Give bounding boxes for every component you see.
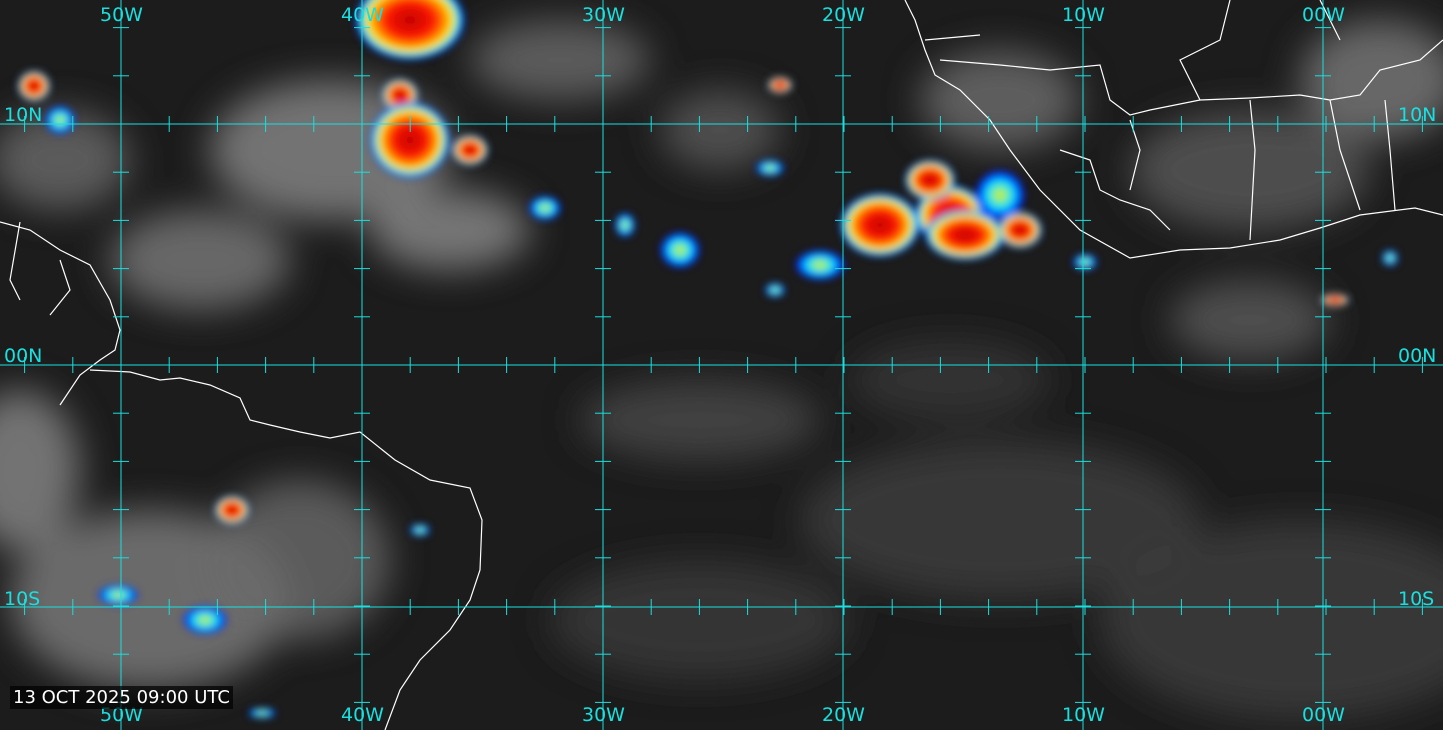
cloud-mass	[800, 440, 1200, 600]
convective-cell	[795, 250, 845, 280]
cloud-mass	[0, 390, 80, 550]
lat-label-00n: 00N	[4, 345, 43, 367]
convective-cell	[98, 585, 138, 605]
convective-cell	[998, 212, 1042, 248]
convective-cell	[452, 135, 488, 165]
cloud-mass	[660, 90, 780, 170]
convective-cell	[756, 160, 784, 176]
convective-cell	[248, 708, 276, 718]
lon-label-30w-bottom: 30W	[582, 704, 625, 726]
lon-label-00w: 00W	[1302, 4, 1345, 26]
lat-label-10s: 10S	[4, 588, 41, 610]
lon-label-40w: 40W	[341, 4, 384, 26]
convective-cell	[18, 71, 50, 101]
lat-label-00n-right: 00N	[1398, 345, 1437, 367]
lat-label-10s-right: 10S	[1398, 588, 1435, 610]
convective-cell	[45, 106, 75, 134]
lon-label-20w-bottom: 20W	[822, 704, 865, 726]
lon-label-00w-bottom: 00W	[1302, 704, 1345, 726]
convective-cell	[1073, 254, 1097, 270]
convective-cell	[768, 77, 792, 93]
cloud-mass	[470, 20, 650, 100]
lat-label-10n: 10N	[4, 104, 43, 126]
convective-cell	[615, 213, 635, 237]
convective-cell	[765, 283, 785, 297]
convective-cell	[183, 606, 227, 634]
convective-cell	[975, 170, 1025, 220]
lon-label-10w: 10W	[1062, 4, 1105, 26]
lon-label-50w-bottom: 50W	[100, 704, 143, 726]
timestamp: 13 OCT 2025 09:00 UTC	[10, 686, 233, 709]
convective-cell	[529, 196, 561, 220]
lon-label-20w: 20W	[822, 4, 865, 26]
cloud-mass	[850, 340, 1050, 420]
convective-cell	[840, 193, 920, 257]
convective-cell	[660, 232, 700, 268]
convective-cell	[215, 496, 249, 524]
cloud-mass	[0, 110, 130, 210]
cloud-mass	[550, 560, 850, 680]
lon-label-40w-bottom: 40W	[341, 704, 384, 726]
lat-label-10n-right: 10N	[1398, 104, 1437, 126]
convective-cell	[1382, 250, 1398, 266]
cloud-mass	[580, 380, 820, 460]
cloud-mass	[1100, 520, 1443, 720]
convective-cell	[1321, 294, 1349, 306]
lon-label-50w: 50W	[100, 4, 143, 26]
lon-label-10w-bottom: 10W	[1062, 704, 1105, 726]
convective-cell	[905, 160, 955, 200]
convective-cell	[370, 102, 450, 178]
convective-cell	[925, 210, 1005, 260]
cloud-mass	[370, 190, 530, 270]
lon-label-30w: 30W	[582, 4, 625, 26]
cloud-mass	[1170, 280, 1330, 360]
convective-cell	[410, 524, 430, 536]
cloud-mass	[920, 50, 1080, 150]
convective-cell	[355, 0, 465, 60]
cloud-mass	[110, 210, 290, 310]
cloud-mass	[1130, 110, 1370, 230]
cloud-mass	[210, 480, 390, 640]
